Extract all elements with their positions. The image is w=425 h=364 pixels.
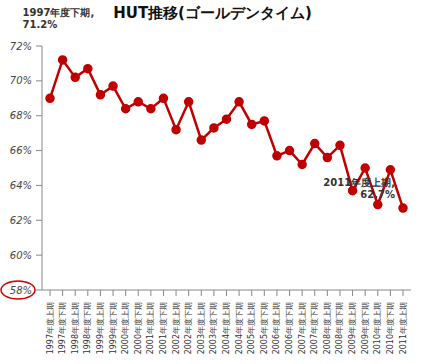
svg-text:2011年度上期,: 2011年度上期, <box>323 177 395 188</box>
svg-text:2004年度下期: 2004年度下期 <box>235 302 244 354</box>
svg-text:1997年度上期: 1997年度上期 <box>46 302 55 354</box>
svg-text:66%: 66% <box>10 145 32 156</box>
svg-text:2000年度下期: 2000年度下期 <box>134 302 143 354</box>
svg-text:1999年度上期: 1999年度上期 <box>96 302 105 354</box>
svg-text:2002年度下期: 2002年度下期 <box>184 302 193 354</box>
svg-text:1997年度下期,: 1997年度下期, <box>23 7 95 18</box>
svg-text:2005年度下期: 2005年度下期 <box>260 302 269 354</box>
svg-text:2001年度下期: 2001年度下期 <box>159 302 168 354</box>
svg-text:2007年度下期: 2007年度下期 <box>310 302 319 354</box>
svg-text:2009年度上期: 2009年度上期 <box>348 302 357 354</box>
svg-text:1999年度下期: 1999年度下期 <box>109 302 118 354</box>
svg-text:72%: 72% <box>10 41 32 52</box>
svg-text:2005年度上期: 2005年度上期 <box>247 302 256 354</box>
svg-text:2010年度上期: 2010年度上期 <box>373 302 382 354</box>
svg-text:71.2%: 71.2% <box>23 19 58 30</box>
svg-text:58%: 58% <box>10 285 32 296</box>
svg-text:1997年度下期: 1997年度下期 <box>58 302 67 354</box>
svg-text:2002年度上期: 2002年度上期 <box>172 302 181 354</box>
svg-text:68%: 68% <box>10 110 32 121</box>
svg-text:2003年度上期: 2003年度上期 <box>197 302 206 354</box>
svg-text:2006年度下期: 2006年度下期 <box>285 302 294 354</box>
svg-text:2004年度上期: 2004年度上期 <box>222 302 231 354</box>
svg-text:2010年度下期: 2010年度下期 <box>386 302 395 354</box>
svg-text:62%: 62% <box>10 215 32 226</box>
svg-text:2006年度上期: 2006年度上期 <box>272 302 281 354</box>
svg-text:2001年度上期: 2001年度上期 <box>146 302 155 354</box>
svg-text:2007年度上期: 2007年度上期 <box>298 302 307 354</box>
svg-text:1998年度下期: 1998年度下期 <box>83 302 92 354</box>
svg-text:70%: 70% <box>10 75 32 86</box>
html-text:HUT推移(ゴールデンタイム): HUT推移(ゴールデンタイム) <box>113 4 312 22</box>
svg-text:2008年度上期: 2008年度上期 <box>323 302 332 354</box>
svg-text:2009年度下期: 2009年度下期 <box>361 302 370 354</box>
svg-text:62.7%: 62.7% <box>360 189 395 200</box>
svg-text:2008年度下期: 2008年度下期 <box>335 302 344 354</box>
svg-text:2003年度下期: 2003年度下期 <box>209 302 218 354</box>
svg-text:2000年度上期: 2000年度上期 <box>121 302 130 354</box>
svg-text:2011年度上期: 2011年度上期 <box>399 302 408 354</box>
svg-text:1998年度上期: 1998年度上期 <box>71 302 80 354</box>
svg-text:60%: 60% <box>10 250 32 261</box>
svg-text:64%: 64% <box>10 180 32 191</box>
